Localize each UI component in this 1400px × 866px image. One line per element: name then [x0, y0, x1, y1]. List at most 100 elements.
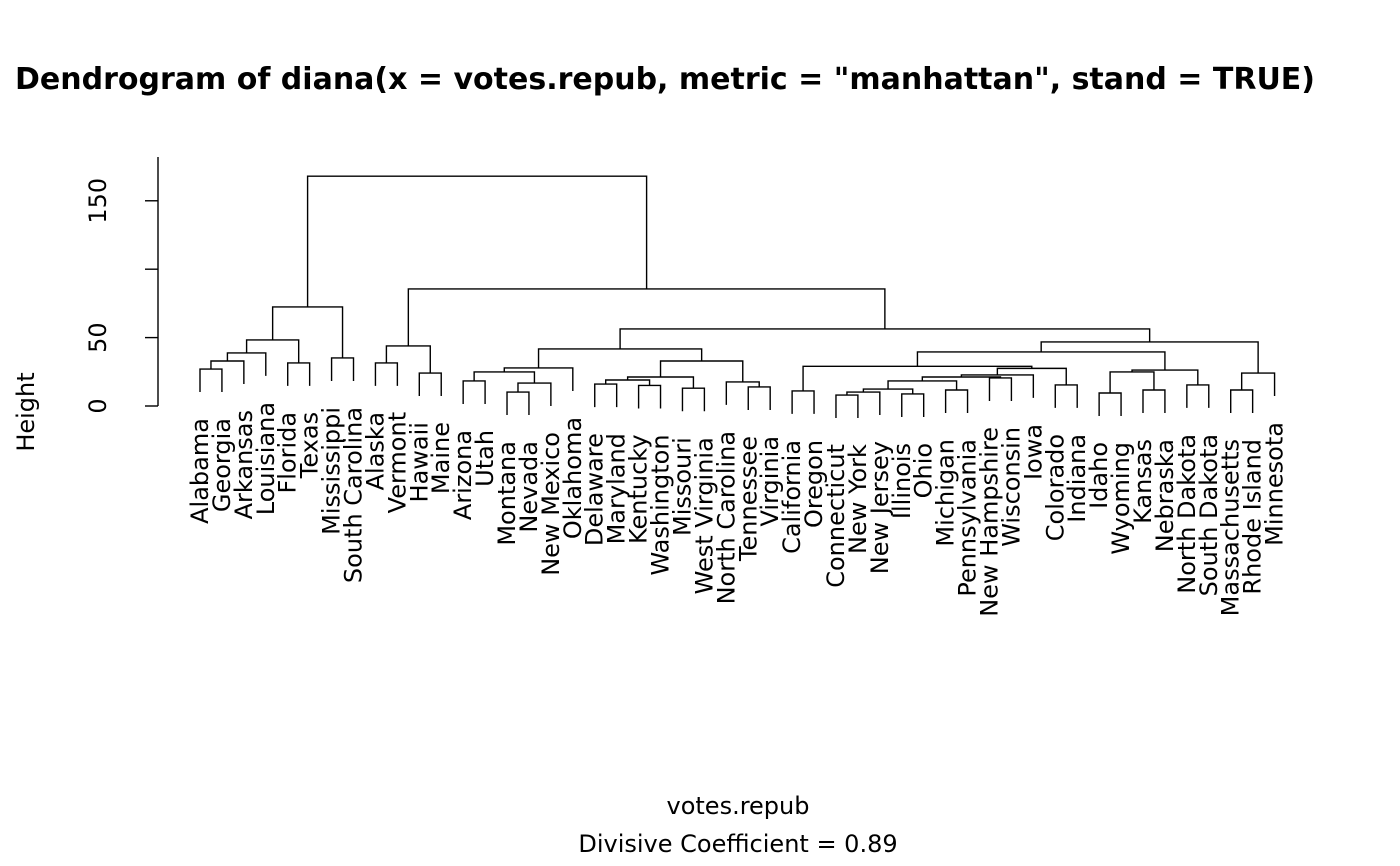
merge: [594, 383, 618, 408]
leaf-label: Kansas: [1129, 439, 1157, 524]
merge: [1186, 384, 1210, 408]
merge: [901, 393, 925, 417]
merge: [921, 376, 1002, 381]
leaf-label: Tennessee: [734, 436, 762, 562]
merge: [506, 391, 530, 416]
leaf-label: California: [778, 440, 806, 554]
merge: [916, 351, 1166, 371]
merge: [1230, 389, 1254, 413]
merge: [503, 367, 574, 391]
merge: [1040, 341, 1259, 374]
leaf-label: Louisiana: [252, 402, 280, 515]
merge: [418, 372, 442, 397]
leaf-label: Rhode Island: [1239, 439, 1267, 595]
leaf-label: Pennsylvania: [954, 439, 982, 597]
leaf-label: Nebraska: [1151, 439, 1179, 552]
leaf-label: North Carolina: [712, 431, 740, 605]
leaf-label: West Virginia: [690, 437, 718, 594]
merge: [791, 390, 815, 414]
leaf-label: New Mexico: [537, 432, 565, 576]
leaf-label: Kentucky: [625, 434, 653, 544]
merge: [199, 368, 223, 393]
merge: [835, 394, 859, 419]
x-axis-label: votes.repub: [667, 792, 810, 820]
merge: [626, 376, 695, 389]
merge: [659, 360, 744, 382]
merge: [271, 306, 344, 358]
leaf-label: Massachusetts: [1217, 439, 1245, 616]
leaf-label: Connecticut: [822, 444, 850, 588]
merge: [681, 387, 706, 412]
merge: [1109, 371, 1155, 394]
leaf-label: Maryland: [603, 433, 631, 544]
leaf-label: Alabama: [186, 418, 214, 524]
y-tick-label: 150: [84, 178, 112, 224]
merge: [747, 386, 771, 410]
leaf-label: Idaho: [1085, 442, 1113, 509]
merge: [619, 328, 1151, 349]
leaf-label: Virginia: [756, 436, 784, 527]
leaf-label: Missouri: [668, 437, 696, 536]
leaf-label: North Dakota: [1173, 434, 1201, 594]
leaf-label: Georgia: [208, 418, 236, 512]
leaf-label: Wyoming: [1107, 442, 1135, 555]
merge: [537, 348, 703, 368]
merge: [407, 288, 886, 346]
leaf-label: Mississippi: [318, 407, 346, 535]
merge: [1142, 389, 1166, 413]
leaf-label: Illinois: [888, 443, 916, 519]
leaf-label: Oregon: [800, 440, 828, 528]
merge: [245, 339, 300, 363]
chart-title: Dendrogram of diana(x = votes.repub, met…: [15, 62, 1315, 97]
leaf-label: Utah: [471, 430, 499, 487]
merge: [330, 357, 355, 381]
leaf-label: Maine: [427, 422, 455, 494]
leaf-label: New Hampshire: [975, 427, 1003, 617]
merge: [944, 389, 969, 413]
leaf-label: South Carolina: [340, 407, 368, 583]
leaf-label: Hawaii: [405, 422, 433, 502]
leaf-label: Washington: [647, 434, 675, 575]
leaf-label: Arizona: [449, 430, 477, 520]
merge: [385, 345, 431, 374]
leaf-label: Minnesota: [1261, 422, 1289, 546]
leaf-label: New Jersey: [866, 441, 894, 574]
y-tick-label: 50: [84, 322, 112, 353]
merge: [1240, 372, 1276, 397]
merge: [996, 367, 1067, 385]
leaf-label: Iowa: [1019, 424, 1047, 480]
leaf-label: Montana: [493, 441, 521, 546]
leaf-label: Texas: [296, 412, 324, 479]
leaf-label: Ohio: [910, 443, 938, 498]
merge: [374, 362, 399, 386]
merge: [1098, 392, 1122, 416]
merge: [306, 175, 648, 307]
merge: [210, 360, 245, 384]
merge: [226, 352, 267, 376]
merge: [725, 381, 760, 405]
merge: [637, 384, 662, 409]
merge: [287, 362, 311, 386]
leaf-label: Vermont: [383, 412, 411, 513]
leaf-label: Alaska: [361, 412, 389, 490]
merge: [1054, 384, 1078, 408]
merge: [988, 377, 1013, 401]
leaf-label: Arkansas: [230, 410, 258, 519]
leaf-label: New York: [844, 444, 872, 554]
leaf-label: Colorado: [1041, 434, 1069, 541]
y-axis-label: Height: [12, 372, 40, 451]
merge: [473, 371, 536, 384]
leaf-label: Nevada: [515, 441, 543, 533]
leaf-label: Indiana: [1063, 434, 1091, 523]
leaf-label: Michigan: [932, 439, 960, 547]
leaf-label: Delaware: [581, 433, 609, 546]
subtitle: Divisive Coefficient = 0.89: [578, 830, 897, 858]
y-tick-label: 0: [84, 398, 112, 413]
leaf-label: South Dakota: [1195, 434, 1223, 596]
merge: [462, 380, 486, 404]
leaf-label: Wisconsin: [997, 427, 1025, 547]
leaf-label: Oklahoma: [559, 417, 587, 539]
leaf-label: Florida: [274, 412, 302, 494]
